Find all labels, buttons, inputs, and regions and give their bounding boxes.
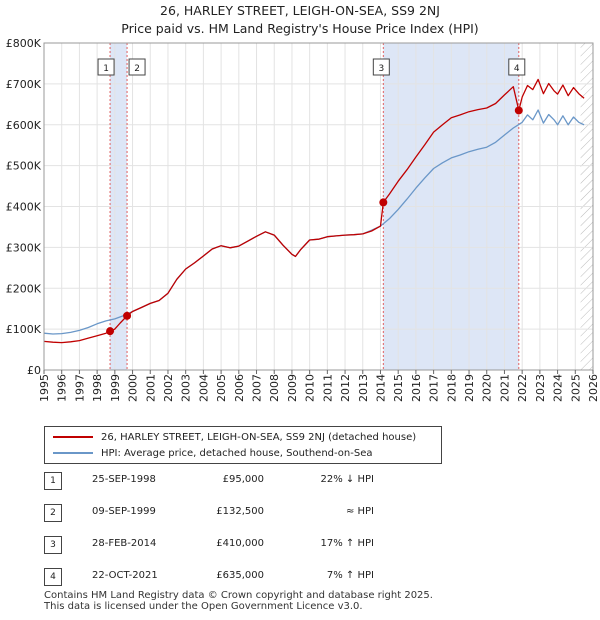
x-tick-label: 2001 [144,374,157,402]
x-tick-label: 2019 [463,374,476,402]
sale-marker-box [97,58,115,76]
sale-row: 2 09-SEP-1999 £132,500 ≈ HPI [44,504,404,524]
property-line-swatch [53,436,93,438]
sale-marker-label: 4 [514,64,520,74]
x-tick-label: 2024 [552,374,565,402]
sale-point [514,106,523,115]
y-tick-label: £200K [6,282,42,295]
x-tick-label: 2007 [251,374,264,402]
sale-price: £95,000 [222,474,264,485]
x-tick-label: 2016 [410,374,423,402]
sale-hpi-comparison: 22% ↓ HPI [320,474,374,485]
legend-item-property: 26, HARLEY STREET, LEIGH-ON-SEA, SS9 2NJ… [53,429,416,445]
sale-marker-label: 2 [134,64,140,74]
sale-number: 2 [44,504,62,522]
property-price-line [43,78,585,344]
x-tick-label: 2000 [127,374,140,402]
sale-date: 22-OCT-2021 [92,570,158,581]
x-tick-label: 2005 [215,374,228,402]
sale-date: 09-SEP-1999 [92,506,156,517]
x-tick-label: 2004 [197,374,210,402]
footer: Contains HM Land Registry data © Crown c… [44,590,433,612]
sale-point [379,198,388,207]
sale-date: 28-FEB-2014 [92,538,157,549]
sale-marker-label: 3 [378,64,384,74]
sale-row: 3 28-FEB-2014 £410,000 17% ↑ HPI [44,536,404,556]
legend: 26, HARLEY STREET, LEIGH-ON-SEA, SS9 2NJ… [44,426,442,464]
sale-point [106,327,115,336]
axis-layer: £0 £100K £200K £300K £400K £500K £600K £700K £80… [6,37,600,402]
sale-row: 4 22-OCT-2021 £635,000 7% ↑ HPI [44,568,404,588]
sale-hpi-comparison: ≈ HPI [345,506,374,517]
y-tick-label: £600K [6,119,42,132]
x-tick-label: 2026 [587,374,600,402]
legend-item-hpi: HPI: Average price, detached house, Sout… [53,445,373,461]
price-chart: 1 2 3 4 £0 £100K £200K £300K £400K £500K £600K £70… [6,37,600,402]
sale-price: £410,000 [216,538,264,549]
sale-marker-label: 1 [103,64,109,74]
x-tick-label: 2015 [392,374,405,402]
sale-number: 4 [44,568,62,586]
title-line-2: Price paid vs. HM Land Registry's House … [121,21,479,36]
x-tick-label: 2009 [286,374,299,402]
y-tick-label: £300K [6,241,42,254]
chart-title: 26, HARLEY STREET, LEIGH-ON-SEA, SS9 2NJ… [0,2,600,38]
x-tick-label: 2010 [304,374,317,402]
sale-number: 3 [44,536,62,554]
y-tick-label: £100K [6,323,42,336]
x-tick-label: 2014 [374,374,387,402]
x-tick-label: 2017 [428,374,441,402]
sale-row: 1 25-SEP-1998 £95,000 22% ↓ HPI [44,472,404,492]
plot-frame [43,42,594,371]
hpi-line-swatch [53,452,93,454]
sale-date: 25-SEP-1998 [92,474,156,485]
footer-line-1: Contains HM Land Registry data © Crown c… [44,590,433,601]
title-line-1: 26, HARLEY STREET, LEIGH-ON-SEA, SS9 2NJ [160,3,440,18]
x-tick-label: 2021 [498,374,511,402]
x-tick-label: 2012 [339,374,352,402]
sale-marker-box [372,58,390,76]
sale-price: £132,500 [216,506,264,517]
sale-hpi-comparison: 17% ↑ HPI [320,538,374,549]
sale-hpi-comparison: 7% ↑ HPI [326,570,374,581]
x-tick-label: 2018 [445,374,458,402]
sale-point [123,311,132,320]
x-tick-label: 1995 [38,374,51,402]
x-tick-label: 2006 [233,374,246,402]
x-tick-label: 1999 [109,374,122,402]
x-tick-label: 2025 [569,374,582,402]
x-tick-label: 2023 [534,374,547,402]
x-tick-label: 2022 [516,374,529,402]
y-tick-label: £700K [6,78,42,91]
y-tick-label: £500K [6,160,42,173]
x-tick-label: 2013 [357,374,370,402]
y-tick-label: £0 [27,364,41,377]
y-tick-label: £800K [6,37,42,50]
sale-price: £635,000 [216,570,264,581]
y-tick-label: £400K [6,201,42,214]
x-tick-label: 1996 [56,374,69,402]
series-layer [43,78,585,344]
legend-hpi-label: HPI: Average price, detached house, Sout… [101,447,373,459]
legend-property-label: 26, HARLEY STREET, LEIGH-ON-SEA, SS9 2NJ… [101,431,417,443]
sale-marker-box [508,58,526,76]
x-tick-label: 2002 [162,374,175,402]
x-tick-label: 2003 [180,374,193,402]
sale-markers: 1 2 3 4 [97,58,526,336]
footer-line-2: This data is licensed under the Open Gov… [44,601,363,612]
sale-marker-box [128,58,146,76]
x-tick-label: 2020 [481,374,494,402]
sale-number: 1 [44,472,62,490]
x-tick-label: 2008 [268,374,281,402]
x-tick-label: 1998 [91,374,104,402]
x-tick-label: 1997 [73,374,86,402]
x-tick-label: 2011 [321,374,334,402]
